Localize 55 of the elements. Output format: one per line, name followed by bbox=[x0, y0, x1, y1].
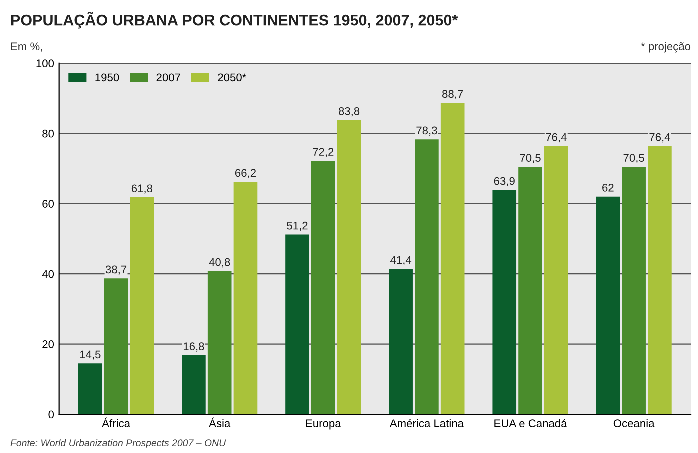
data-label: 72,2 bbox=[313, 148, 334, 158]
data-label: 78,3 bbox=[416, 126, 438, 136]
bar bbox=[622, 166, 646, 414]
bar bbox=[286, 234, 310, 414]
x-tick-label: América Latina bbox=[390, 419, 464, 428]
bar bbox=[337, 120, 362, 414]
x-tick-label: África bbox=[102, 418, 130, 428]
bar bbox=[648, 146, 672, 414]
data-label: 51,2 bbox=[287, 222, 308, 232]
bar bbox=[311, 161, 336, 414]
bar bbox=[518, 166, 542, 414]
y-tick-label: 20 bbox=[42, 340, 54, 348]
bar bbox=[130, 198, 154, 414]
chart-title: POPULAÇÃO URBANA POR CONTINENTES 1950, 2007, 2050* bbox=[11, 12, 458, 29]
y-axis-title: Em %, bbox=[11, 42, 42, 52]
y-tick-label: 60 bbox=[42, 200, 54, 208]
bar bbox=[208, 271, 232, 414]
data-label: 16,8 bbox=[184, 342, 204, 352]
y-tick-label: 80 bbox=[42, 130, 54, 138]
bar bbox=[596, 196, 620, 414]
bar bbox=[415, 140, 439, 414]
data-label: 70,5 bbox=[624, 154, 644, 164]
bar bbox=[234, 182, 258, 414]
x-tick-label: EUA e Canadá bbox=[494, 419, 568, 428]
data-label: 38,7 bbox=[106, 266, 127, 275]
legend-label: 1950 bbox=[96, 74, 120, 82]
x-tick-label: Oceania bbox=[614, 419, 655, 428]
y-tick-label: 0 bbox=[48, 410, 54, 419]
legend-label: 2050* bbox=[218, 74, 247, 82]
y-tick-label: 100 bbox=[36, 60, 54, 68]
data-label: 88,7 bbox=[442, 90, 464, 100]
data-label: 76,4 bbox=[546, 133, 567, 143]
text: * projeção bbox=[641, 42, 691, 53]
data-label: 70,5 bbox=[520, 154, 541, 164]
bar bbox=[492, 190, 517, 414]
bar bbox=[78, 364, 102, 414]
x-tick-label: Ásia bbox=[209, 418, 231, 428]
bar bbox=[544, 146, 568, 414]
data-label: 14,5 bbox=[80, 350, 101, 360]
data-label: 40,8 bbox=[209, 258, 230, 268]
data-label: 66,2 bbox=[235, 169, 256, 178]
data-label: 63,9 bbox=[494, 177, 515, 186]
bar bbox=[182, 356, 206, 414]
legend-label: 2007 bbox=[156, 74, 180, 82]
bar bbox=[440, 103, 465, 414]
data-label: 41,4 bbox=[390, 256, 412, 266]
source-note: Fonte: World Urbanization Prospects 2007 – ONU bbox=[10, 439, 226, 448]
data-label: 76,4 bbox=[650, 133, 670, 143]
bar bbox=[389, 269, 413, 414]
y-tick-label: 40 bbox=[42, 270, 54, 278]
bar bbox=[104, 278, 128, 414]
data-label: 61,8 bbox=[132, 184, 153, 194]
data-label: 83,8 bbox=[338, 107, 360, 117]
x-tick-label: Europa bbox=[306, 420, 342, 430]
data-label: 62 bbox=[602, 184, 614, 192]
